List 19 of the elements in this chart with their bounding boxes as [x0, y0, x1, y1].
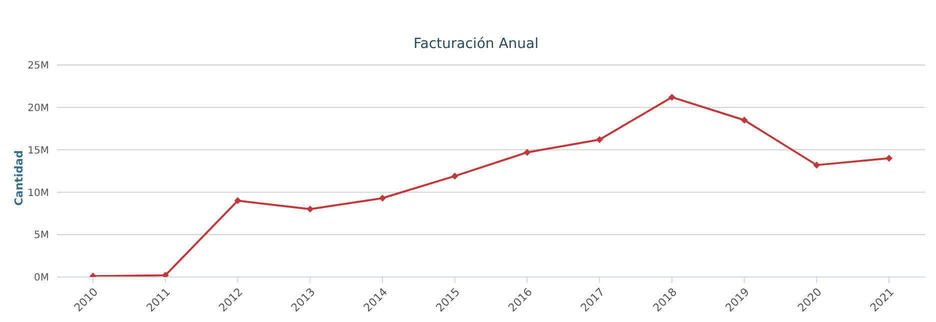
y-tick-label: 5M [34, 230, 49, 242]
point [740, 116, 748, 124]
y-tick-label: 15M [28, 145, 49, 156]
point [813, 162, 820, 169]
y-tick-label: 10M [28, 188, 49, 199]
point [451, 172, 458, 180]
y-tick-label: 0M [34, 272, 49, 284]
y-tick-label: 20M [28, 102, 49, 114]
point [162, 272, 169, 277]
y-axis-title: Cantidad [12, 150, 26, 206]
point [596, 136, 604, 144]
point [378, 194, 386, 202]
point [886, 154, 892, 162]
point [306, 206, 314, 213]
y-tick-label: 25M [28, 60, 49, 72]
point [524, 148, 531, 156]
point [668, 94, 676, 101]
point [234, 197, 242, 204]
chart-title: Facturación Anual [412, 36, 540, 52]
